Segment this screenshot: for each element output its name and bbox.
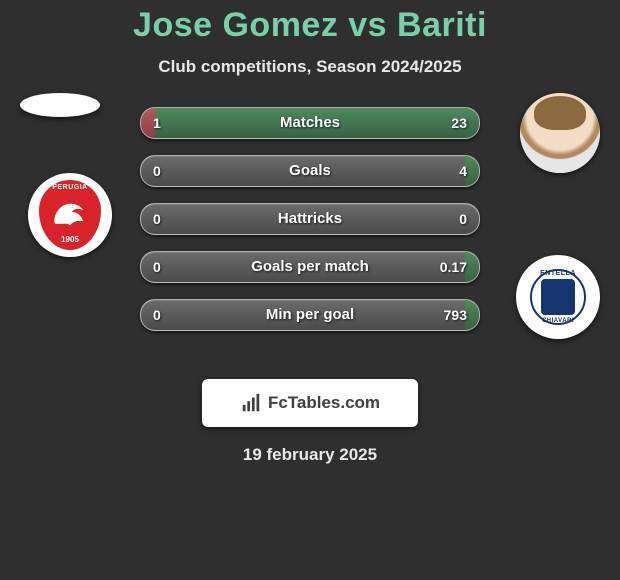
- stat-value-right: 793: [444, 300, 467, 330]
- bar-segment-left: [141, 108, 155, 138]
- watermark-box: FcTables.com: [202, 379, 418, 427]
- stat-value-left: 0: [153, 204, 161, 234]
- stat-value-left: 0: [153, 156, 161, 186]
- stat-value-left: 0: [153, 252, 161, 282]
- stat-value-left: 0: [153, 300, 161, 330]
- stat-label: Min per goal: [141, 300, 479, 330]
- team-left-crest: PERUGIA 1905: [28, 173, 112, 257]
- stat-row: Matches123: [140, 107, 480, 139]
- shield-icon: PERUGIA 1905: [36, 177, 104, 253]
- player-right-avatar: [520, 93, 600, 173]
- crest-right-sub: CHIAVARI: [526, 318, 590, 324]
- team-right-crest: ENTELLA CHIAVARI: [516, 255, 600, 339]
- comparison-card: Jose Gomez vs Bariti Club competitions, …: [0, 6, 620, 465]
- crest-ring-icon: [530, 269, 586, 325]
- crest-right-name: ENTELLA: [526, 270, 590, 277]
- page-title: Jose Gomez vs Bariti: [0, 6, 620, 45]
- bar-segment-right: [465, 300, 479, 330]
- stats-stage: PERUGIA 1905 ENTELLA CHIAVARI Matches123…: [0, 107, 620, 367]
- round-crest-icon: ENTELLA CHIAVARI: [526, 265, 590, 329]
- stat-value-right: 0.17: [440, 252, 467, 282]
- stat-label: Goals: [141, 156, 479, 186]
- stat-value-right: 0: [459, 204, 467, 234]
- footer-date: 19 february 2025: [0, 445, 620, 465]
- stat-label: Hattricks: [141, 204, 479, 234]
- stat-row: Min per goal0 793: [140, 299, 480, 331]
- stat-row: Hattricks0 0: [140, 203, 480, 235]
- face-icon: [520, 93, 600, 173]
- stat-label: Goals per match: [141, 252, 479, 282]
- stat-row: Goals per match0 0.17: [140, 251, 480, 283]
- griffin-icon: [51, 198, 89, 228]
- bar-segment-right: [465, 156, 479, 186]
- crest-left-name: PERUGIA: [39, 184, 101, 191]
- watermark-text: FcTables.com: [268, 393, 380, 413]
- bar-chart-icon: [240, 392, 262, 414]
- player-left-avatar: [20, 93, 100, 117]
- stat-row: Goals04: [140, 155, 480, 187]
- crest-left-year: 1905: [39, 235, 101, 244]
- stat-bars: Matches123Goals04Hattricks00Goals per ma…: [140, 107, 480, 347]
- page-subtitle: Club competitions, Season 2024/2025: [0, 57, 620, 77]
- bar-segment-right: [155, 108, 479, 138]
- bar-segment-right: [465, 252, 479, 282]
